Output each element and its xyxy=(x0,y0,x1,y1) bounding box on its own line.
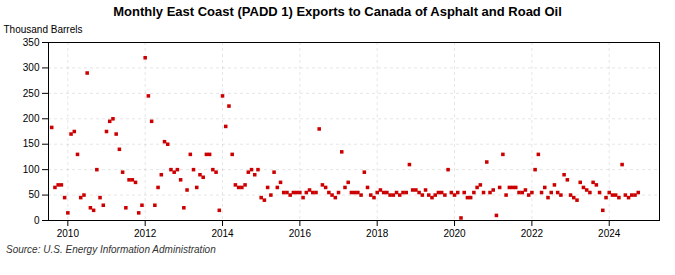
svg-text:250: 250 xyxy=(23,88,40,99)
svg-text:50: 50 xyxy=(28,189,40,200)
svg-text:2010: 2010 xyxy=(57,228,80,239)
svg-text:Thousand Barrels: Thousand Barrels xyxy=(4,24,83,35)
svg-text:100: 100 xyxy=(23,164,40,175)
svg-text:2012: 2012 xyxy=(134,228,157,239)
html-text:Monthly East Coast (PADD 1) Ex: Monthly East Coast (PADD 1) Exports to C… xyxy=(113,4,562,19)
svg-text:2016: 2016 xyxy=(289,228,312,239)
svg-text:2018: 2018 xyxy=(366,228,389,239)
svg-text:0: 0 xyxy=(34,215,40,226)
html-text:Source: U.S. Energy Informatio: Source: U.S. Energy Information Administ… xyxy=(6,244,216,255)
svg-text:2014: 2014 xyxy=(211,228,234,239)
svg-text:2022: 2022 xyxy=(521,228,544,239)
svg-text:150: 150 xyxy=(23,138,40,149)
svg-text:350: 350 xyxy=(23,37,40,48)
svg-text:2024: 2024 xyxy=(598,228,621,239)
svg-text:300: 300 xyxy=(23,62,40,73)
svg-text:200: 200 xyxy=(23,113,40,124)
svg-text:2020: 2020 xyxy=(443,228,466,239)
